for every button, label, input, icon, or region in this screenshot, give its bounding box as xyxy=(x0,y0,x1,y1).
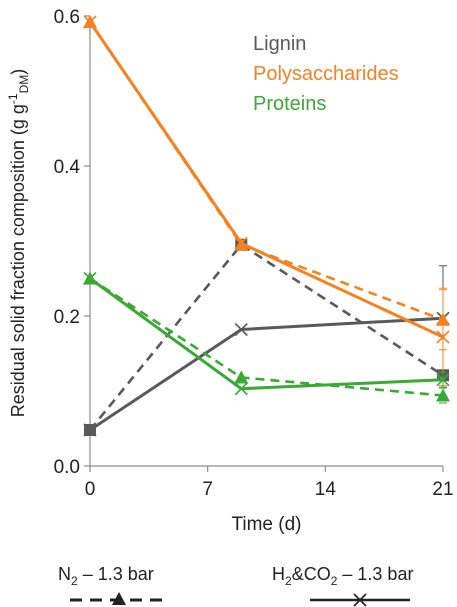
y-tick-label: 0.4 xyxy=(54,157,81,178)
data-point xyxy=(83,15,97,29)
x-tick-label: 14 xyxy=(315,479,337,500)
data-point xyxy=(234,236,248,250)
legend: Lignin Polysaccharides Proteins xyxy=(253,33,399,115)
legend-triangle-marker xyxy=(112,592,126,605)
series-line xyxy=(88,243,444,431)
data-point xyxy=(234,370,249,384)
series-group xyxy=(83,15,450,437)
data-point xyxy=(234,382,248,396)
y-tick-label: 0.6 xyxy=(54,7,80,28)
condition-legend: N2 – 1.3 bar H2&CO2 – 1.3 bar xyxy=(58,564,413,607)
x-tick-label: 0 xyxy=(85,479,96,500)
legend-condition-n2: N2 – 1.3 bar xyxy=(58,564,154,588)
x-tick-label: 7 xyxy=(202,479,213,500)
series-line xyxy=(89,316,444,432)
data-point xyxy=(436,373,450,387)
data-point xyxy=(436,388,450,402)
series-lignin-n2 xyxy=(84,238,449,436)
series-proteins-h2co2 xyxy=(83,271,450,396)
data-point xyxy=(436,330,450,344)
series-line xyxy=(89,277,444,391)
y-tick-label: 0.2 xyxy=(54,307,80,328)
series-line xyxy=(88,21,444,321)
data-point xyxy=(83,271,97,286)
data-point xyxy=(234,322,248,337)
legend-item-proteins: Proteins xyxy=(253,93,326,115)
y-tick-label: 0.0 xyxy=(54,457,80,478)
series-line xyxy=(89,277,444,397)
series-polysaccharides-h2co2 xyxy=(83,15,450,387)
y-axis-label: Residual solid fraction composition (g g… xyxy=(6,69,31,418)
legend-item-lignin: Lignin xyxy=(253,33,306,55)
x-axis-label: Time (d) xyxy=(231,514,301,535)
legend-condition-h2co2: H2&CO2 – 1.3 bar xyxy=(272,564,413,588)
series-lignin-h2co2 xyxy=(83,265,450,437)
x-tick-label: 21 xyxy=(432,479,453,500)
legend-cross-marker xyxy=(353,593,367,607)
legend-item-polysaccharides: Polysaccharides xyxy=(253,63,399,85)
data-point xyxy=(83,423,97,437)
axes: 0.0 0.2 0.4 0.6 0 7 14 21 Time (d) Residual solid… xyxy=(6,7,454,535)
